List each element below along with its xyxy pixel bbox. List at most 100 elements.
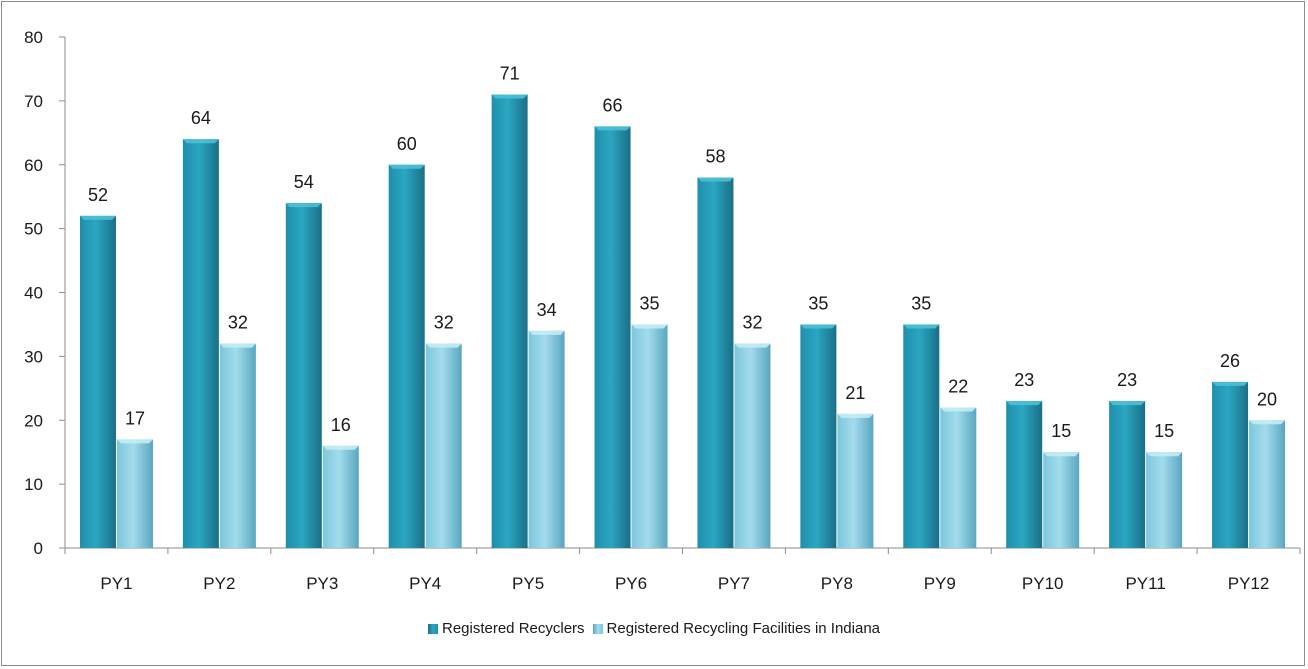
y-tick-label: 30 <box>24 347 43 366</box>
legend-label: Registered Recyclers <box>441 620 585 637</box>
bar-registered-facilities <box>734 343 771 548</box>
bar-registered-facilities <box>322 445 359 548</box>
data-labels: 52 17 64 32 54 16 60 32 71 34 66 35 58 32 35 21 35 22 23 15… <box>88 63 1277 441</box>
bar-top-face <box>116 439 153 444</box>
data-label: 71 <box>500 63 520 83</box>
bar-top-face <box>182 139 219 144</box>
bar-top-face <box>388 164 425 169</box>
data-label: 35 <box>911 293 931 313</box>
bar-registered-facilities <box>1043 452 1080 548</box>
y-tick-label: 0 <box>34 539 43 558</box>
bar-top-face <box>1249 420 1286 425</box>
bar-registered-facilities <box>528 330 565 548</box>
bar-registered-recyclers <box>285 203 322 548</box>
x-tick-label: PY2 <box>203 574 235 593</box>
data-label: 20 <box>1257 389 1277 409</box>
bar-top-face <box>1146 452 1183 457</box>
y-tick-label: 40 <box>24 284 43 303</box>
bar-top-face <box>79 215 116 220</box>
bar-top-face <box>940 407 977 412</box>
x-tick-label: PY10 <box>1022 574 1064 593</box>
y-tick-label: 70 <box>24 92 43 111</box>
bar-registered-recyclers <box>800 324 837 548</box>
bar-top-face <box>697 177 734 182</box>
data-label: 23 <box>1117 370 1137 390</box>
data-label: 32 <box>742 313 762 333</box>
legend-item-registered-recyclers: Registered Recyclers <box>427 620 585 637</box>
bar-registered-recyclers <box>903 324 940 548</box>
data-label: 64 <box>191 108 211 128</box>
data-label: 52 <box>88 185 108 205</box>
bar-top-face <box>903 324 940 329</box>
bar-top-face <box>1043 452 1080 457</box>
y-tick-label: 50 <box>24 220 43 239</box>
x-tick-label: PY5 <box>512 574 544 593</box>
bar-registered-recyclers <box>594 126 631 549</box>
bar-top-face <box>285 203 322 208</box>
bar-top-face <box>322 445 359 450</box>
legend-swatch <box>427 623 438 634</box>
bar-top-face <box>491 94 528 99</box>
data-label: 58 <box>705 147 725 167</box>
y-tick-label: 60 <box>24 156 43 175</box>
legend-label: Registered Recycling Facilities in India… <box>606 620 881 637</box>
x-tick-label: PY6 <box>615 574 647 593</box>
bar-registered-recyclers <box>182 139 219 548</box>
y-tick-label: 80 <box>24 28 43 47</box>
data-label: 16 <box>331 415 351 435</box>
x-tick-label: PY3 <box>306 574 338 593</box>
bar-registered-facilities <box>940 407 977 548</box>
x-tick-label: PY1 <box>100 574 132 593</box>
bar-registered-facilities <box>631 324 668 548</box>
bar-top-face <box>594 126 631 131</box>
data-label: 34 <box>537 300 557 320</box>
legend-item-registered-recycling-facilities: Registered Recycling Facilities in India… <box>592 620 881 637</box>
bar-registered-recyclers <box>1109 401 1146 548</box>
bar-top-face <box>631 324 668 329</box>
bar-registered-facilities <box>837 413 874 548</box>
bar-registered-recyclers <box>388 164 425 548</box>
data-label: 26 <box>1220 351 1240 371</box>
x-tick-label: PY7 <box>718 574 750 593</box>
bar-registered-recyclers <box>697 177 734 548</box>
data-label: 21 <box>845 383 865 403</box>
data-label: 32 <box>434 313 454 333</box>
bar-registered-facilities <box>1249 420 1286 548</box>
data-label: 15 <box>1051 421 1071 441</box>
data-label: 35 <box>808 293 828 313</box>
bar-registered-recyclers <box>1212 381 1249 548</box>
x-tick-label: PY8 <box>821 574 853 593</box>
data-label: 66 <box>603 95 623 115</box>
bar-top-face <box>1006 401 1043 406</box>
axes: 0 10 20 30 40 50 60 70 80 PY1 PY2 PY3 PY4 PY5 PY6 PY7 PY… <box>24 28 1301 593</box>
bar-registered-facilities <box>219 343 256 548</box>
y-tick-label: 10 <box>24 475 43 494</box>
data-label: 15 <box>1154 421 1174 441</box>
bar-registered-facilities <box>425 343 462 548</box>
data-label: 35 <box>640 293 660 313</box>
data-label: 17 <box>125 408 145 428</box>
x-tick-label: PY9 <box>924 574 956 593</box>
legend-swatch <box>592 623 603 634</box>
legend: Registered Recyclers Registered Recyclin… <box>0 620 1308 637</box>
data-label: 54 <box>294 172 314 192</box>
bar-top-face <box>1212 381 1249 386</box>
bar-top-face <box>1109 401 1146 406</box>
bar-top-face <box>837 413 874 418</box>
bars <box>79 94 1286 549</box>
bar-registered-recyclers <box>491 94 528 549</box>
bar-registered-recyclers <box>79 215 116 548</box>
x-tick-label: PY12 <box>1228 574 1270 593</box>
bar-top-face <box>800 324 837 329</box>
bar-top-face <box>219 343 256 348</box>
x-tick-label: PY11 <box>1125 574 1165 593</box>
y-tick-label: 20 <box>24 411 43 430</box>
data-label: 32 <box>228 313 248 333</box>
x-tick-label: PY4 <box>409 574 441 593</box>
bar-registered-recyclers <box>1006 401 1043 548</box>
bar-registered-facilities <box>1146 452 1183 548</box>
bar-top-face <box>528 330 565 335</box>
bar-registered-facilities <box>116 439 153 548</box>
data-label: 22 <box>948 376 968 396</box>
